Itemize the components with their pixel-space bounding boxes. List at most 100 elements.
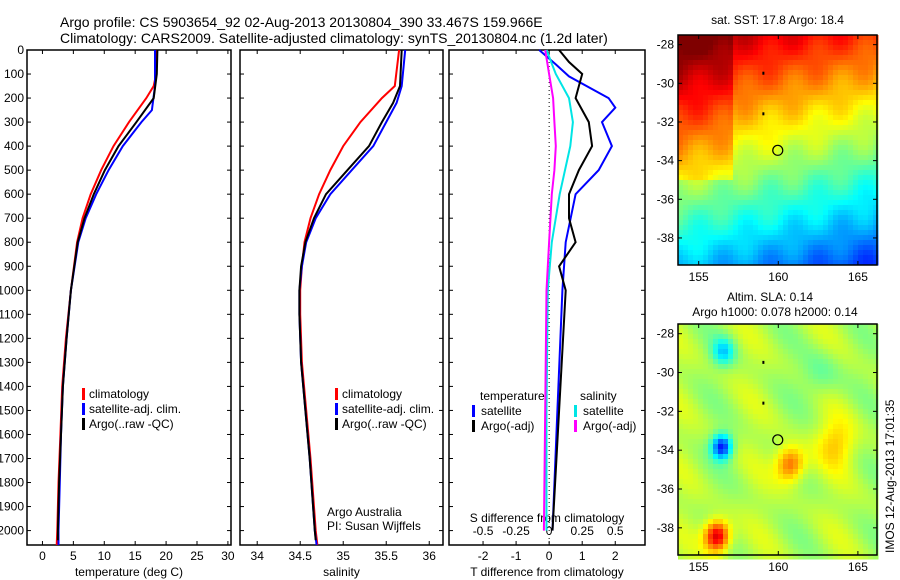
map-cell (678, 155, 684, 161)
map-cell (743, 384, 749, 390)
map-cell (778, 444, 784, 450)
map-cell (743, 205, 749, 211)
map-cell (863, 175, 869, 181)
map-cell (798, 439, 804, 445)
map-cell (743, 524, 749, 530)
map-cell (783, 419, 789, 425)
x-tick-label: 1 (579, 549, 586, 563)
map-cell (833, 404, 839, 410)
map-cell (703, 439, 709, 445)
map-cell (748, 185, 754, 191)
map-cell (763, 245, 769, 251)
map-cell (743, 514, 749, 520)
map-cell (698, 205, 704, 211)
map-cell (858, 160, 864, 166)
map-cell (683, 50, 689, 56)
map-cell (858, 35, 864, 41)
map-cell (773, 414, 779, 420)
map-cell (868, 404, 874, 410)
map-cell (818, 120, 824, 126)
map-cell (678, 175, 684, 181)
map-cell (823, 50, 829, 56)
map-cell (763, 424, 769, 430)
map-cell (738, 499, 744, 505)
map-cell (778, 489, 784, 495)
map-cell (793, 374, 799, 380)
map-cell (693, 110, 699, 116)
map-cell (793, 210, 799, 216)
map-cell (848, 260, 854, 266)
map-cell (683, 215, 689, 221)
map-y-tick-label: -34 (657, 443, 675, 457)
map-cell (743, 349, 749, 355)
map-cell (708, 110, 714, 116)
map-cell (753, 389, 759, 395)
map-cell (743, 155, 749, 161)
map-cell (768, 215, 774, 221)
map-cell (813, 230, 819, 236)
map-cell (748, 165, 754, 171)
map-cell (683, 369, 689, 375)
map-cell (678, 230, 684, 236)
map-cell (798, 519, 804, 525)
map-cell (823, 409, 829, 415)
map-cell (798, 374, 804, 380)
map-cell (713, 45, 719, 51)
map-cell (703, 444, 709, 450)
map-cell (868, 205, 874, 211)
map-cell (723, 474, 729, 480)
map-cell (768, 399, 774, 405)
map-cell (848, 50, 854, 56)
map-cell (818, 130, 824, 136)
map-cell (838, 469, 844, 475)
map-cell (683, 364, 689, 370)
map-cell (768, 519, 774, 525)
map-cell (678, 359, 684, 365)
legend-label: climatology (342, 387, 402, 401)
map-cell (853, 110, 859, 116)
map-cell (753, 150, 759, 156)
map-cell (773, 160, 779, 166)
map-cell (683, 165, 689, 171)
map-cell (723, 165, 729, 171)
map-cell (818, 329, 824, 335)
map-cell (783, 394, 789, 400)
map-cell (728, 334, 734, 340)
map-cell (688, 334, 694, 340)
map-cell (703, 414, 709, 420)
annotation-text: PI: Susan Wijffels (327, 519, 421, 533)
map-cell (828, 359, 834, 365)
map-cell (678, 494, 684, 500)
map-cell (788, 404, 794, 410)
map-cell (828, 384, 834, 390)
map-cell (868, 180, 874, 186)
map-cell (683, 444, 689, 450)
map-cell (698, 454, 704, 460)
map-cell (853, 115, 859, 121)
map-cell (723, 449, 729, 455)
map-cell (853, 100, 859, 106)
y-tick-label: 600 (4, 187, 24, 201)
map-cell (863, 45, 869, 51)
map-cell (688, 354, 694, 360)
map-cell (698, 230, 704, 236)
map-cell (693, 200, 699, 206)
map-cell (748, 200, 754, 206)
map-cell (838, 90, 844, 96)
map-cell (728, 404, 734, 410)
map-cell (703, 534, 709, 540)
map-cell (678, 414, 684, 420)
map-cell (738, 439, 744, 445)
map-cell (798, 554, 804, 560)
map-cell (768, 429, 774, 435)
map-cell (733, 235, 739, 241)
map-cell (783, 329, 789, 335)
map-cell (783, 479, 789, 485)
map-cell (758, 329, 764, 335)
map-cell (758, 554, 764, 560)
map-cell (733, 60, 739, 66)
map-cell (853, 160, 859, 166)
map-cell (848, 195, 854, 201)
map-cell (868, 165, 874, 171)
map-cell (838, 225, 844, 231)
